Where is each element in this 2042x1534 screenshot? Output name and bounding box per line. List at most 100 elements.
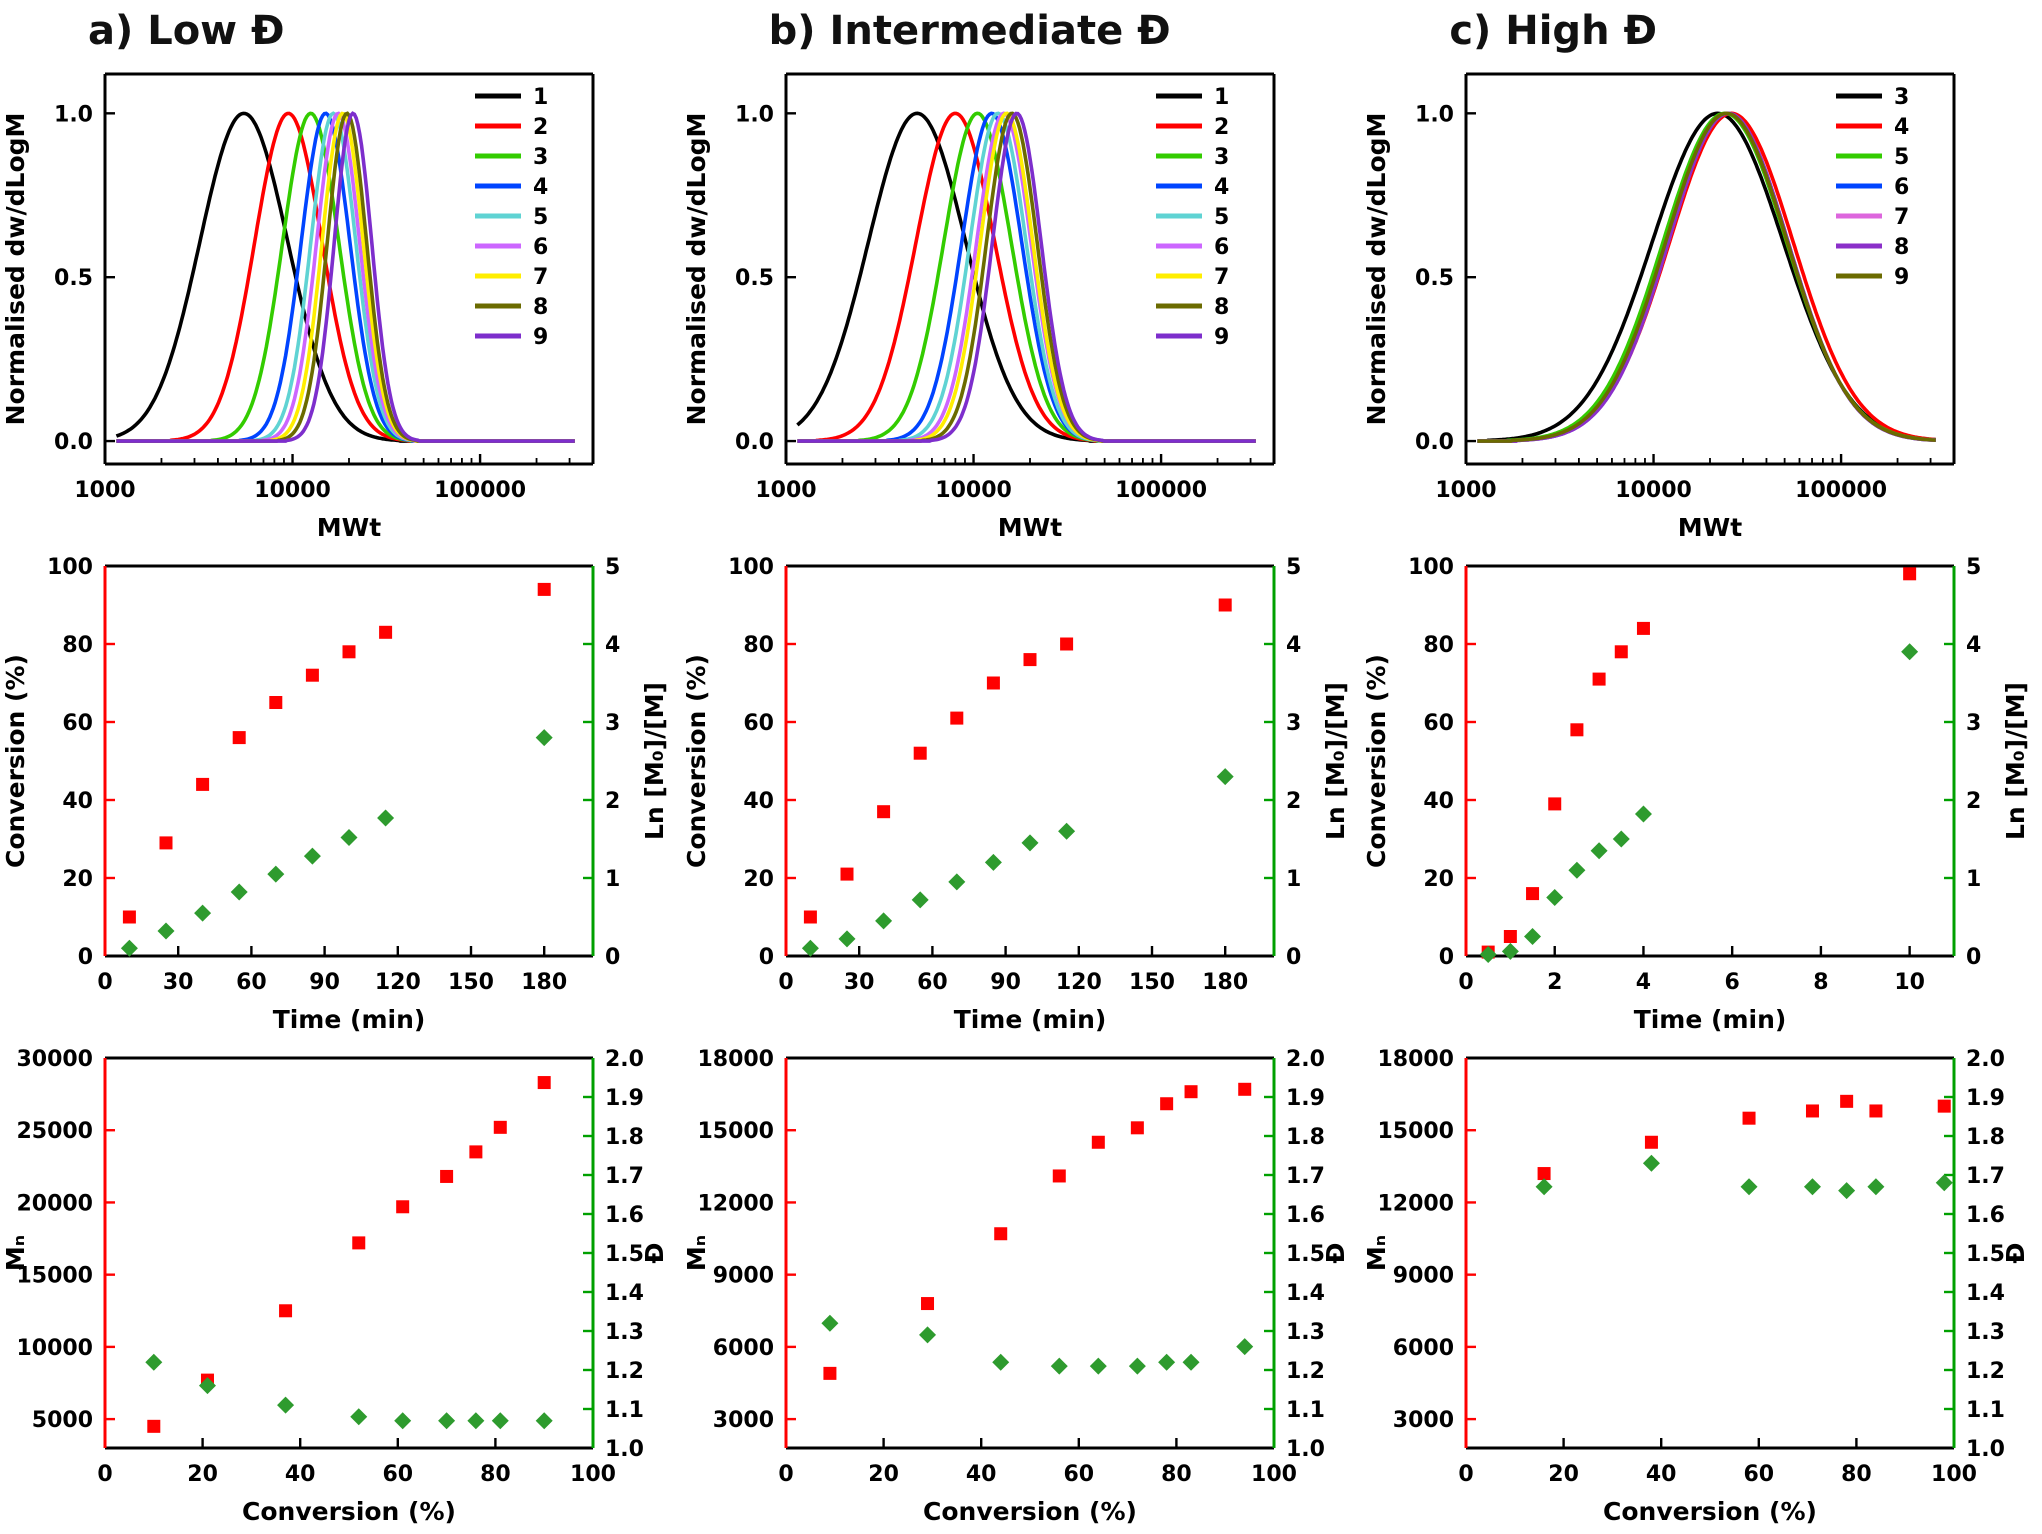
panel-title-c: c) High Đ [1449,8,1657,54]
diamond-marker [911,891,929,909]
trace-9 [797,111,1256,443]
svg-text:180: 180 [521,970,567,995]
x-axis: 0 20 40 60 80 100 [1459,1438,1977,1487]
left-axis-label: Mₙ [1,1235,30,1271]
svg-text:15000: 15000 [1378,1119,1455,1144]
legend-label-1: 1 [1214,85,1229,110]
svg-text:1.0: 1.0 [735,102,774,127]
svg-text:2.0: 2.0 [605,1047,644,1072]
svg-text:0: 0 [78,945,93,970]
diamond-marker [1613,830,1631,848]
diamond-marker [157,922,175,940]
square-marker [1130,1121,1144,1135]
legend-label-7: 7 [1894,205,1909,230]
mn-chart-high-d: 0 20 40 60 80 100 Conversion (%) 3000 6000 9000 12… [1361,1042,2042,1534]
square-marker [440,1169,454,1183]
svg-text:30: 30 [163,970,194,995]
svg-text:1.9: 1.9 [605,1086,644,1111]
square-marker [1570,723,1584,737]
x-axis: 1000 10000 100000 [1436,454,1932,503]
gpc-high-d-svg: 1000 10000 100000 MWt 0.0 0.5 1.0 Normalised dw… [1362,72,1956,542]
svg-text:4: 4 [1286,633,1301,658]
right-axis-label: Ln [M₀]/[M] [2001,682,2030,840]
svg-text:1.1: 1.1 [605,1398,644,1423]
diamond-marker [1128,1357,1146,1375]
square-marker [1742,1111,1756,1125]
svg-text:1.0: 1.0 [1415,102,1454,127]
diamond-marker [991,1353,1009,1371]
svg-text:5000: 5000 [32,1408,93,1433]
svg-text:40: 40 [743,789,774,814]
svg-text:100: 100 [570,1462,616,1487]
right-axis-label: Đ [1321,1243,1350,1264]
right-series-points [1480,643,1919,963]
svg-text:20: 20 [1424,867,1455,892]
square-marker [1548,797,1562,811]
svg-text:2: 2 [605,789,620,814]
square-marker [1840,1094,1854,1108]
square-marker [1526,887,1540,901]
svg-text:5: 5 [605,555,620,580]
svg-text:1.2: 1.2 [605,1359,644,1384]
square-marker [352,1236,366,1250]
diamond-marker [1089,1357,1107,1375]
svg-text:9000: 9000 [1393,1264,1454,1289]
svg-text:60: 60 [917,970,948,995]
square-marker [147,1419,161,1433]
diamond-marker [535,729,553,747]
svg-text:3: 3 [605,711,620,736]
svg-text:60: 60 [236,970,267,995]
diamond-marker [198,1377,216,1395]
square-marker [379,625,393,639]
x-axis-label: Conversion (%) [242,1497,456,1526]
mn-low-d-svg: 0 20 40 60 80 100 Conversion (%) 5000 10000 15000… [1,1047,669,1526]
diamond-marker [535,1412,553,1430]
diamond-marker [1546,889,1564,906]
panel-title-b: b) Intermediate Đ [768,8,1171,54]
svg-text:0: 0 [97,970,112,995]
svg-text:0: 0 [1459,970,1474,995]
svg-text:60: 60 [382,1462,413,1487]
diamond-marker [874,912,892,930]
right-series-points [145,1353,553,1430]
left-axis-label: Conversion (%) [682,654,711,868]
svg-text:80: 80 [1424,633,1455,658]
svg-text:0: 0 [778,1462,793,1487]
square-marker [1806,1104,1820,1118]
square-marker [913,746,927,760]
svg-text:0: 0 [778,970,793,995]
x-axis-label: Time (min) [953,1005,1106,1034]
svg-text:0.5: 0.5 [54,266,93,291]
square-marker [1869,1104,1883,1118]
square-marker [1184,1085,1198,1099]
diamond-marker [1480,945,1498,963]
svg-text:100000: 100000 [1115,478,1207,503]
square-marker [196,777,210,791]
svg-text:0: 0 [1286,945,1301,970]
svg-text:1.4: 1.4 [1966,1281,2005,1306]
svg-text:5: 5 [1966,555,1981,580]
square-marker [279,1304,293,1318]
diamond-marker [194,904,212,922]
svg-text:0: 0 [1439,945,1454,970]
svg-text:10000: 10000 [1616,478,1693,503]
svg-text:80: 80 [480,1462,511,1487]
svg-text:3: 3 [1286,711,1301,736]
square-marker [1645,1135,1659,1149]
svg-text:0.5: 0.5 [1415,266,1454,291]
square-marker [159,836,173,850]
square-marker [537,582,551,596]
right-axis: 1.0 1.1 1.2 1.3 1.4 1.5 1.6 1.7 1.8 1.9 2.0 Đ [1944,1047,2030,1462]
legend-label-2: 2 [1214,115,1229,140]
svg-text:1.4: 1.4 [605,1281,644,1306]
legend-label-9: 9 [1894,265,1909,290]
diamond-marker [1635,805,1653,823]
svg-text:100: 100 [1931,1462,1977,1487]
left-axis-label: Conversion (%) [1362,654,1391,868]
svg-text:60: 60 [1424,711,1455,736]
svg-text:25000: 25000 [16,1119,93,1144]
diamond-marker [145,1353,163,1371]
svg-text:30000: 30000 [16,1047,93,1072]
square-marker [920,1297,934,1311]
